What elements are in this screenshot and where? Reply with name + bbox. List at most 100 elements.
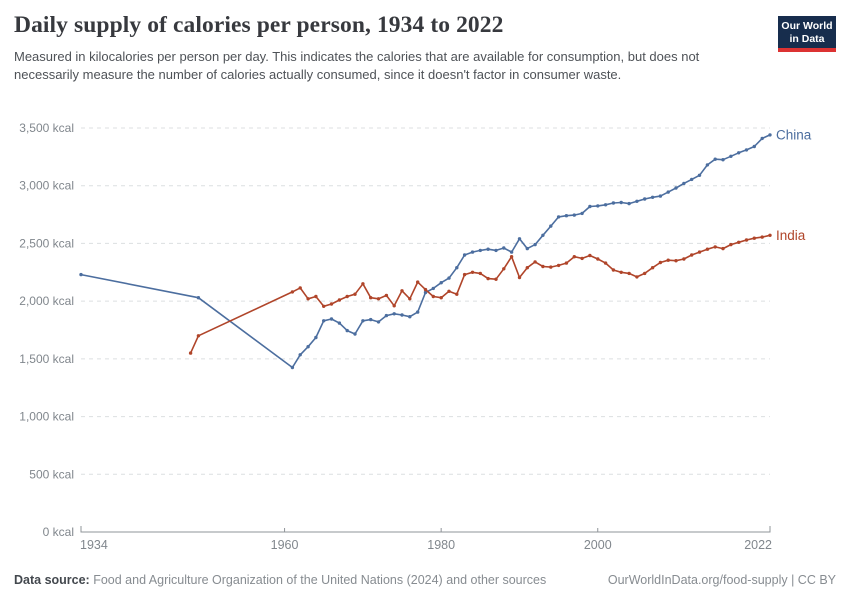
data-point-marker [564,261,569,265]
data-point-marker [369,296,373,300]
y-tick-label: 1,500 kcal [19,352,74,366]
entity-label-india[interactable]: India [776,228,806,243]
data-point-marker [353,332,357,336]
data-point-marker [392,312,396,316]
data-point-marker [462,272,467,277]
x-tick-label: 1980 [427,538,455,552]
data-point-marker [322,304,326,308]
data-point-marker [345,294,349,299]
data-point-marker [329,302,334,306]
data-point-marker [486,276,490,281]
owid-logo[interactable]: Our World in Data [778,16,836,52]
data-point-marker [290,290,295,294]
data-point-marker [619,270,623,274]
chart-header: Daily supply of calories per person, 193… [14,12,836,83]
data-point-marker [314,294,318,299]
data-point-marker [729,154,733,158]
data-point-marker [196,296,201,300]
data-point-marker [509,255,514,259]
data-point-marker [337,298,342,302]
data-point-marker [635,199,639,203]
x-tick-label: 1934 [80,538,108,552]
data-point-marker [650,195,655,199]
data-point-marker [674,259,678,263]
data-point-marker [494,248,498,253]
data-point-marker [502,267,506,271]
y-tick-label: 2,500 kcal [19,236,74,250]
x-axis-tick-labels: 1934 1960 1980 2000 2022 [80,538,772,552]
entity-label-china[interactable]: China [776,127,812,142]
owid-logo-text-line1: Our World [781,20,833,32]
data-point-marker [353,292,357,296]
data-point-marker [541,233,545,237]
data-point-marker [682,257,686,261]
y-tick-label: 2,000 kcal [19,294,74,308]
x-axis [80,526,771,533]
data-point-marker [298,286,302,290]
data-point-marker [713,157,717,161]
data-point-marker [322,319,326,323]
data-point-marker [549,224,553,228]
series-china[interactable] [79,133,772,370]
data-point-marker [361,282,365,286]
data-point-marker [400,289,404,293]
data-point-marker [643,197,647,201]
data-point-marker [470,250,475,254]
data-point-marker [721,158,725,162]
data-point-marker [744,238,749,242]
data-point-marker [314,335,318,340]
data-point-marker [447,276,451,280]
data-point-marker [447,289,451,293]
data-point-marker [525,246,529,251]
data-point-marker [423,287,428,292]
data-point-marker [760,136,764,141]
data-point-marker [462,253,467,257]
data-point-marker [478,248,482,253]
x-tick-label: 2022 [744,538,772,552]
data-point-marker [541,264,545,269]
data-point-marker [549,265,553,269]
data-point-marker [572,255,576,259]
data-point-marker [361,319,365,323]
data-point-marker [627,271,631,276]
data-point-marker [564,214,569,218]
data-point-marker [509,250,514,254]
data-point-marker [768,133,772,137]
data-point-marker [408,297,412,301]
data-point-marker [369,317,373,322]
data-point-marker [416,310,420,314]
owid-url-link[interactable]: OurWorldInData.org/food-supply | CC BY [607,573,836,587]
data-point-marker [705,163,710,167]
data-point-marker [666,258,670,262]
data-point-marker [721,246,725,251]
data-source-note: Data source: Food and Agriculture Organi… [14,573,546,587]
data-point-marker [196,334,201,338]
series-india[interactable] [188,233,772,355]
data-point-marker [290,365,295,370]
data-point-marker [737,151,741,155]
data-point-marker [431,294,435,299]
data-point-marker [384,293,389,298]
chart-subtitle: Measured in kilocalories per person per … [14,49,700,82]
data-point-marker [376,297,381,301]
data-point-marker [596,204,600,208]
x-tick-label: 2000 [584,538,612,552]
data-point-marker [556,215,561,219]
data-point-marker [658,194,663,198]
data-point-marker [408,315,412,319]
data-point-marker [416,280,420,284]
data-point-marker [737,240,741,244]
data-point-marker [400,313,404,317]
data-point-marker [455,266,459,270]
chart-footer: Data source: Food and Agriculture Organi… [14,573,836,587]
data-point-marker [697,173,702,177]
data-point-marker [611,201,616,205]
data-point-marker [611,268,616,272]
data-point-marker [306,297,310,301]
data-point-marker [329,317,334,321]
data-point-marker [486,247,490,251]
data-source-text: Food and Agriculture Organization of the… [89,573,547,587]
data-point-marker [533,242,537,247]
